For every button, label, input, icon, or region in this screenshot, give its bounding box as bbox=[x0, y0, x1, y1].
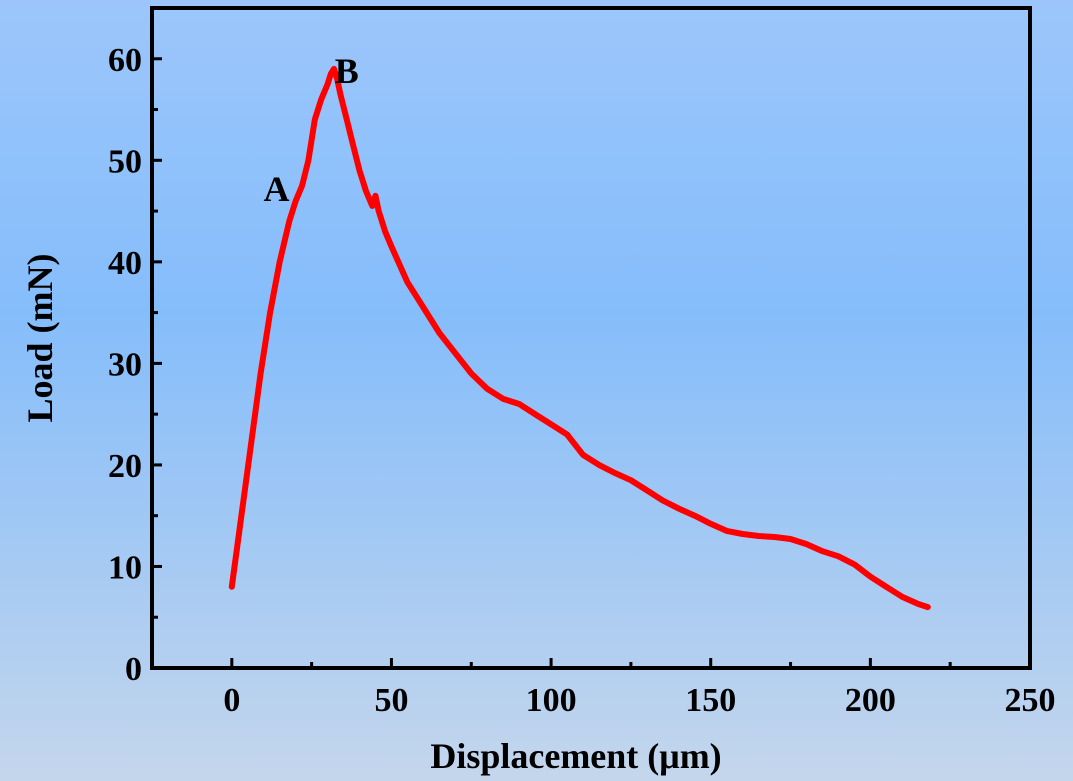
y-tick-label-30: 30 bbox=[108, 346, 142, 383]
ticks-layer bbox=[150, 6, 1032, 670]
series-line-load bbox=[228, 65, 931, 611]
y-tick-label-20: 20 bbox=[108, 448, 142, 485]
x-tick-label-150: 150 bbox=[685, 682, 736, 719]
x-tick-label-250: 250 bbox=[1005, 682, 1056, 719]
labels-layer: 0 50 100 150 200 250 0 10 20 30 40 50 60 bbox=[108, 42, 1056, 719]
x-tick-label-200: 200 bbox=[845, 682, 896, 719]
annotation-b: B bbox=[335, 51, 359, 91]
x-tick-label-0: 0 bbox=[223, 682, 240, 719]
y-tick-label-40: 40 bbox=[108, 245, 142, 282]
y-tick-label-50: 50 bbox=[108, 143, 142, 180]
plot-frame bbox=[150, 6, 1032, 670]
x-axis-title: Displacement (μm) bbox=[430, 736, 721, 776]
annotation-layer: AB bbox=[264, 51, 359, 209]
y-tick-label-0: 0 bbox=[125, 651, 142, 688]
annotation-a: A bbox=[264, 169, 290, 209]
y-tick-label-10: 10 bbox=[108, 549, 142, 586]
x-tick-label-100: 100 bbox=[526, 682, 577, 719]
y-axis-title: Load (mN) bbox=[20, 254, 60, 423]
y-tick-label-60: 60 bbox=[108, 42, 142, 79]
x-tick-label-50: 50 bbox=[374, 682, 408, 719]
